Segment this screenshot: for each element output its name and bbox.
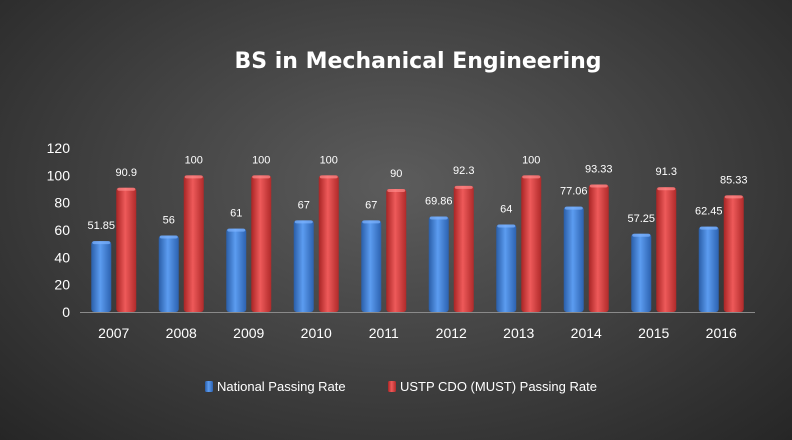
bar-ustp-2013 bbox=[521, 175, 542, 312]
x-tick-label: 2015 bbox=[638, 325, 669, 341]
data-label-national-2014: 77.06 bbox=[560, 186, 588, 198]
data-labels: 51.85 90.9 56 100 61 100 67 100 67 90 69.86 92.3 64 1… bbox=[87, 154, 747, 232]
data-label-national-2016: 62.45 bbox=[695, 206, 723, 218]
data-label-ustp-2014: 93.33 bbox=[585, 163, 613, 175]
bar-national-2007 bbox=[91, 241, 112, 312]
bar-cap-ustp-2008 bbox=[184, 175, 203, 179]
x-axis: 2007 2008 2009 2010 2011 2012 2013 2014 2015 2016 bbox=[80, 312, 755, 341]
x-tick-label: 2012 bbox=[436, 325, 467, 341]
bar-ustp-2012 bbox=[453, 185, 474, 312]
data-label-ustp-2013: 100 bbox=[522, 154, 540, 166]
y-tick-label: 20 bbox=[54, 277, 70, 293]
bar-national-2009 bbox=[226, 228, 247, 312]
bar-ustp-2010 bbox=[318, 175, 339, 312]
bar-cap-national-2009 bbox=[227, 228, 246, 232]
bar-cap-ustp-2007 bbox=[117, 187, 136, 191]
bar-national-2013 bbox=[496, 224, 517, 312]
data-label-ustp-2007: 90.9 bbox=[116, 167, 137, 179]
y-tick-label: 0 bbox=[62, 304, 70, 320]
bar-cap-ustp-2010 bbox=[319, 175, 338, 179]
data-label-ustp-2016: 85.33 bbox=[720, 174, 748, 186]
x-tick-label: 2010 bbox=[301, 325, 332, 341]
bar-cap-ustp-2016 bbox=[724, 195, 743, 199]
bar-cap-national-2012 bbox=[429, 216, 448, 220]
data-label-national-2008: 56 bbox=[163, 214, 175, 226]
bar-cap-ustp-2013 bbox=[522, 175, 541, 179]
y-axis: 0 20 40 60 80 100 120 bbox=[47, 140, 71, 320]
bar-cap-national-2007 bbox=[92, 241, 111, 245]
chart-title: BS in Mechanical Engineering bbox=[234, 49, 601, 74]
bar-ustp-2016 bbox=[723, 195, 744, 312]
y-tick-label: 80 bbox=[54, 195, 70, 211]
y-tick-label: 100 bbox=[47, 167, 71, 183]
bar-national-2008 bbox=[158, 235, 179, 312]
y-tick-label: 40 bbox=[54, 249, 70, 265]
bar-cap-national-2010 bbox=[294, 220, 313, 224]
bar-cap-ustp-2011 bbox=[387, 189, 406, 192]
data-label-ustp-2011: 90 bbox=[390, 168, 402, 180]
bars bbox=[91, 175, 744, 312]
x-tick-label: 2011 bbox=[369, 325, 399, 341]
bar-cap-ustp-2014 bbox=[589, 184, 608, 188]
bar-ustp-2015 bbox=[656, 187, 677, 312]
bar-cap-national-2014 bbox=[564, 206, 583, 210]
data-label-national-2015: 57.25 bbox=[627, 213, 655, 225]
y-tick-label: 60 bbox=[54, 222, 70, 238]
x-tick-label: 2014 bbox=[571, 325, 602, 341]
legend-label-national: National Passing Rate bbox=[217, 379, 346, 394]
bar-ustp-2014 bbox=[588, 184, 609, 312]
data-label-ustp-2009: 100 bbox=[252, 154, 270, 166]
bar-ustp-2011 bbox=[386, 189, 407, 312]
x-tick-label: 2013 bbox=[503, 325, 534, 341]
data-label-national-2010: 67 bbox=[298, 199, 310, 211]
bar-cap-national-2016 bbox=[699, 226, 718, 230]
data-label-national-2011: 67 bbox=[365, 199, 377, 211]
data-label-national-2012: 69.86 bbox=[425, 196, 453, 208]
data-label-national-2007: 51.85 bbox=[87, 220, 115, 232]
bar-national-2015 bbox=[631, 233, 652, 312]
bar-cap-national-2011 bbox=[362, 220, 381, 224]
legend-swatch-national bbox=[205, 381, 213, 392]
bar-cap-ustp-2015 bbox=[657, 187, 676, 191]
bar-cap-ustp-2012 bbox=[454, 185, 473, 189]
bar-national-2011 bbox=[361, 220, 382, 312]
bar-ustp-2009 bbox=[251, 175, 272, 312]
data-label-ustp-2012: 92.3 bbox=[453, 165, 474, 177]
bar-cap-national-2008 bbox=[159, 235, 178, 239]
bar-national-2016 bbox=[698, 226, 719, 312]
y-tick-label: 120 bbox=[47, 140, 71, 156]
bar-ustp-2007 bbox=[116, 187, 137, 312]
data-label-ustp-2010: 100 bbox=[320, 154, 338, 166]
x-tick-label: 2009 bbox=[233, 325, 264, 341]
bar-cap-national-2015 bbox=[632, 233, 651, 237]
legend-label-ustp: USTP CDO (MUST) Passing Rate bbox=[400, 379, 597, 394]
legend: National Passing Rate USTP CDO (MUST) Pas… bbox=[205, 379, 597, 394]
x-tick-label: 2008 bbox=[166, 325, 197, 341]
data-label-national-2013: 64 bbox=[500, 204, 512, 216]
data-label-ustp-2008: 100 bbox=[185, 154, 203, 166]
bar-national-2014 bbox=[563, 206, 584, 312]
bar-national-2012 bbox=[428, 216, 449, 312]
x-tick-label: 2016 bbox=[706, 325, 737, 341]
bar-cap-national-2013 bbox=[497, 224, 516, 228]
x-tick-label: 2007 bbox=[98, 325, 129, 341]
data-label-ustp-2015: 91.3 bbox=[656, 166, 677, 178]
data-label-national-2009: 61 bbox=[230, 208, 242, 220]
bar-national-2010 bbox=[293, 220, 314, 312]
bar-ustp-2008 bbox=[183, 175, 204, 312]
legend-swatch-ustp bbox=[388, 381, 396, 392]
bar-cap-ustp-2009 bbox=[252, 175, 271, 179]
